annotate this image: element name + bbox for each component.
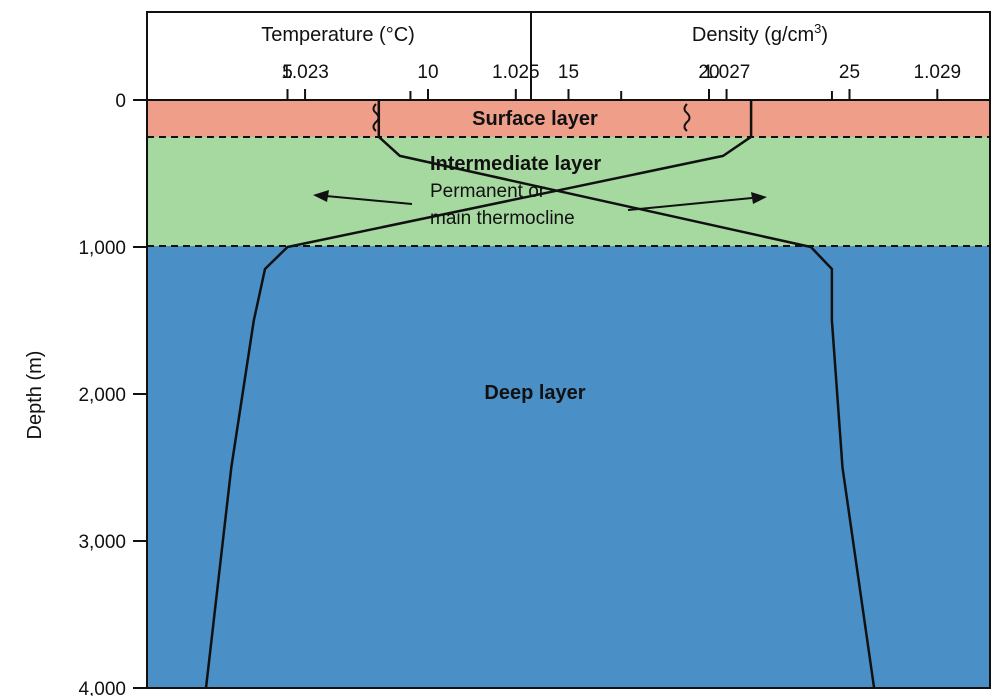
intermediate-layer-label: Intermediate layer — [430, 153, 601, 175]
depth-tick-label: 1,000 — [78, 238, 126, 259]
density-ticks: 1.023 1.025 1.027 1.029 — [281, 62, 961, 100]
thermocline-label-line2: main thermocline — [430, 208, 575, 229]
temperature-ticks: 5 10 15 20 25 — [282, 62, 860, 100]
density-break-squiggle — [683, 103, 691, 132]
thermocline-arrow-left — [313, 190, 413, 205]
temperature-profile-line — [204, 100, 753, 689]
depth-tick-label: 3,000 — [78, 532, 126, 553]
depth-tick-label: 0 — [115, 91, 126, 112]
depth-ticks: 0 1,000 2,000 3,000 4,000 — [78, 91, 147, 696]
depth-axis-title: Depth (m) — [24, 351, 46, 440]
temperature-tick-label: 20 — [698, 62, 719, 83]
deep-layer-band — [147, 246, 990, 688]
thermocline-label-line1: Permanent or — [430, 181, 546, 202]
thermocline-arrow-right — [627, 192, 767, 211]
deep-layer-label: Deep layer — [484, 382, 585, 404]
surface-layer-band — [147, 100, 990, 137]
temperature-tick-label: 10 — [417, 62, 438, 83]
density-tick-label: 1.029 — [914, 62, 962, 83]
density-tick-label: 1.023 — [281, 62, 329, 83]
density-axis-title: Density (g/cm3) — [692, 21, 828, 46]
temperature-tick-label: 25 — [839, 62, 860, 83]
surface-layer-label: Surface layer — [472, 108, 598, 130]
intermediate-layer-band — [147, 137, 990, 246]
depth-tick-label: 2,000 — [78, 385, 126, 406]
density-tick-label: 1.025 — [492, 62, 540, 83]
plot-frame — [146, 11, 991, 689]
temperature-tick-label: 5 — [282, 62, 293, 83]
density-tick-label: 1.027 — [703, 62, 751, 83]
temperature-break-squiggle — [372, 103, 380, 132]
temperature-tick-label: 15 — [558, 62, 579, 83]
temperature-axis-title: Temperature (°C) — [261, 24, 415, 46]
density-profile-line — [377, 100, 876, 689]
depth-tick-label: 4,000 — [78, 679, 126, 696]
